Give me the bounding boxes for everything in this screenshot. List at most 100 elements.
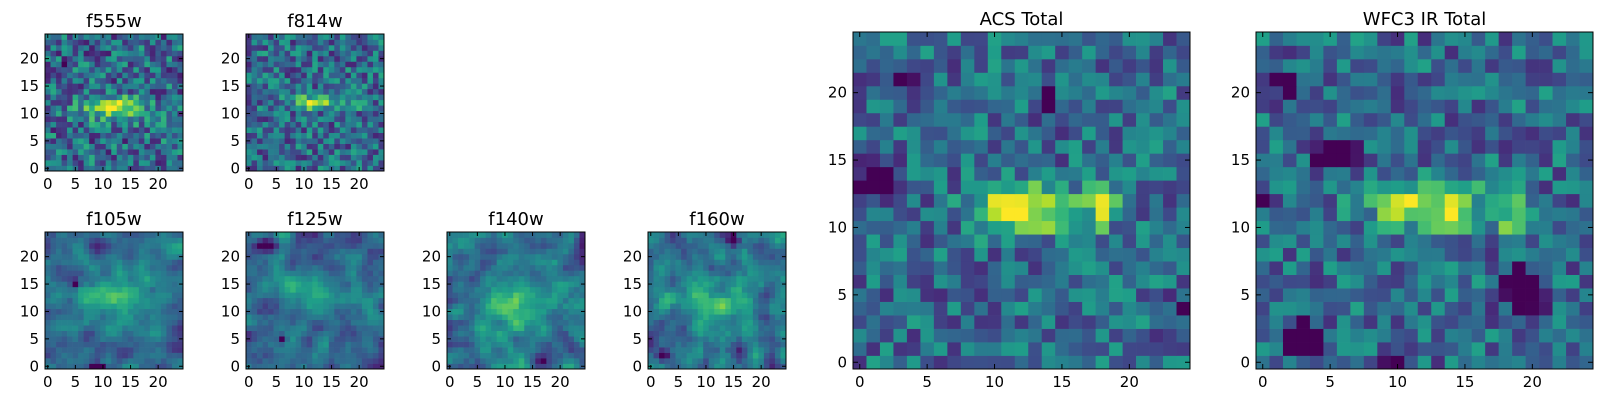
heatmap-cell (866, 32, 881, 46)
heatmap-cell (557, 242, 564, 249)
heatmap-cell (670, 253, 676, 260)
heatmap-cell (301, 44, 308, 51)
heatmap-cell (284, 149, 291, 155)
heatmap-cell (149, 297, 156, 304)
heatmap-cell (1082, 126, 1096, 141)
heatmap-cell (947, 32, 962, 46)
heatmap-cell (463, 303, 470, 310)
heatmap-cell (144, 286, 151, 293)
heatmap-cell (725, 352, 732, 359)
heatmap-cell (774, 330, 781, 337)
heatmap-cell (361, 319, 368, 326)
heatmap-cell (166, 237, 173, 244)
heatmap-cell (758, 325, 765, 331)
heatmap-cell (171, 55, 178, 62)
heatmap-cell (1471, 274, 1486, 289)
heatmap-cell (317, 325, 324, 331)
heatmap-cell (491, 347, 498, 353)
heatmap-cell (1068, 139, 1083, 154)
heatmap-cell (752, 303, 759, 310)
heatmap-cell (474, 253, 481, 260)
heatmap-cell (529, 303, 536, 310)
heatmap-cell (1163, 166, 1177, 181)
heatmap-cell (469, 275, 475, 282)
heatmap-cell (246, 286, 252, 293)
heatmap-cell (763, 275, 770, 282)
heatmap-cell (72, 77, 79, 84)
heatmap-cell (681, 325, 687, 331)
heatmap-cell (378, 72, 385, 79)
heatmap-cell (246, 127, 252, 133)
heatmap-cell (78, 34, 84, 40)
heatmap-cell (1417, 355, 1432, 370)
heatmap-cell (155, 347, 162, 353)
heatmap-cell (138, 259, 145, 266)
heatmap-cell (960, 288, 975, 302)
heatmap-cell (659, 325, 665, 331)
heatmap-cell (675, 253, 682, 260)
heatmap-cell (50, 94, 57, 101)
heatmap-cell (317, 50, 324, 57)
heatmap-cell (1269, 247, 1284, 262)
heatmap-cell (1498, 234, 1513, 249)
heatmap-cell (1579, 355, 1594, 370)
heatmap-cell (290, 165, 297, 172)
heatmap-cell (345, 336, 352, 342)
heatmap-cell (306, 34, 313, 40)
heatmap-cell (1136, 126, 1150, 141)
heatmap-cell (1350, 166, 1365, 181)
heatmap-cell (1431, 247, 1446, 262)
heatmap-cell (339, 281, 346, 288)
heatmap-cell (692, 286, 699, 293)
heatmap-cell (339, 270, 346, 277)
heatmap-cell (133, 138, 140, 144)
heatmap-cell (736, 297, 743, 304)
heatmap-cell (372, 105, 379, 112)
heatmap-cell (317, 44, 324, 51)
heatmap-cell (83, 99, 90, 106)
heatmap-cell (328, 77, 335, 84)
heatmap-cell (116, 363, 123, 370)
heatmap-cell (1404, 288, 1419, 302)
heatmap-cell (133, 77, 140, 84)
heatmap-cell (474, 237, 481, 244)
heatmap-cell (725, 358, 732, 364)
heatmap-cell (116, 72, 123, 79)
heatmap-cell (312, 286, 319, 293)
heatmap-cell (312, 149, 319, 155)
heatmap-cell (306, 358, 313, 364)
heatmap-cell (1256, 220, 1270, 235)
heatmap-cell (866, 247, 881, 262)
heatmap-cell (893, 234, 908, 249)
heatmap-cell (262, 319, 269, 326)
heatmap-cell (72, 314, 79, 321)
heatmap-cell (1028, 355, 1043, 370)
heatmap-cell (752, 358, 759, 364)
heatmap-cell (780, 264, 787, 271)
heatmap-cell (72, 138, 79, 144)
heatmap-cell (752, 352, 759, 359)
heatmap-cell (879, 261, 894, 275)
heatmap-cell (155, 138, 162, 144)
heatmap-cell (714, 358, 721, 364)
heatmap-cell (1431, 328, 1446, 343)
heatmap-cell (345, 248, 352, 255)
heatmap-cell (317, 61, 324, 68)
heatmap-cell (356, 325, 363, 331)
panel-title: f160w (689, 209, 744, 230)
heatmap-cell (1014, 234, 1029, 249)
heatmap-cell (306, 55, 313, 62)
heatmap-cell (339, 297, 346, 304)
heatmap-cell (334, 270, 341, 277)
heatmap-cell (356, 358, 363, 364)
x-tick-label: 15 (322, 373, 341, 391)
heatmap-cell (920, 234, 935, 249)
heatmap-cell (317, 253, 324, 260)
heatmap-cell (138, 303, 145, 310)
heatmap-cell (469, 232, 475, 238)
heatmap-cell (133, 83, 140, 90)
heatmap-cell (273, 242, 280, 249)
heatmap-cell (1256, 261, 1270, 275)
heatmap-cell (763, 232, 770, 238)
heatmap-cell (960, 85, 975, 100)
